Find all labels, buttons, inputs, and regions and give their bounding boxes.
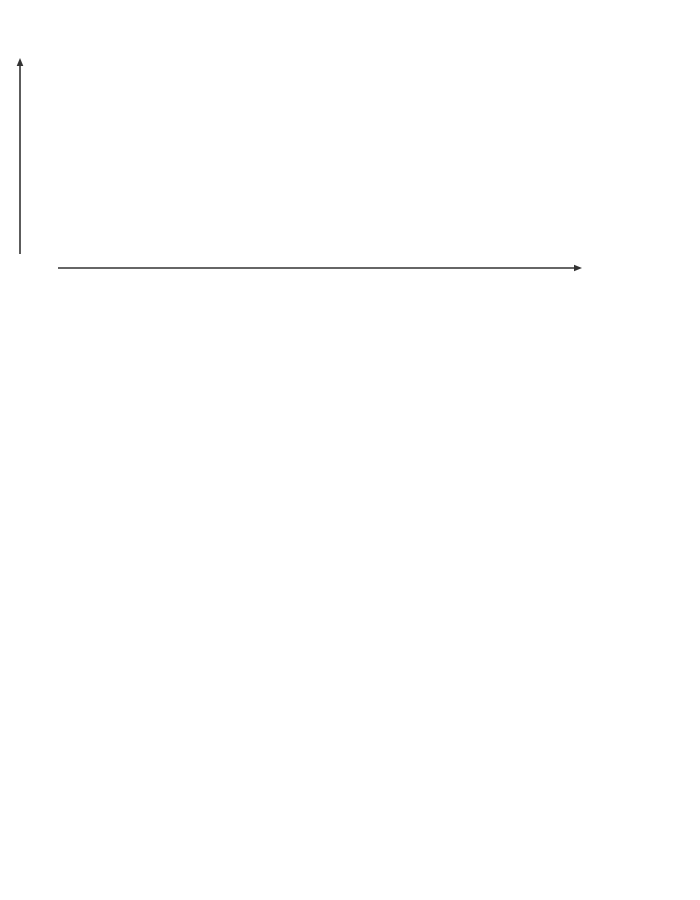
panel-a (16, 58, 582, 272)
umap1-arrowhead-icon (574, 264, 582, 272)
umap2-arrowhead-icon (16, 58, 24, 66)
